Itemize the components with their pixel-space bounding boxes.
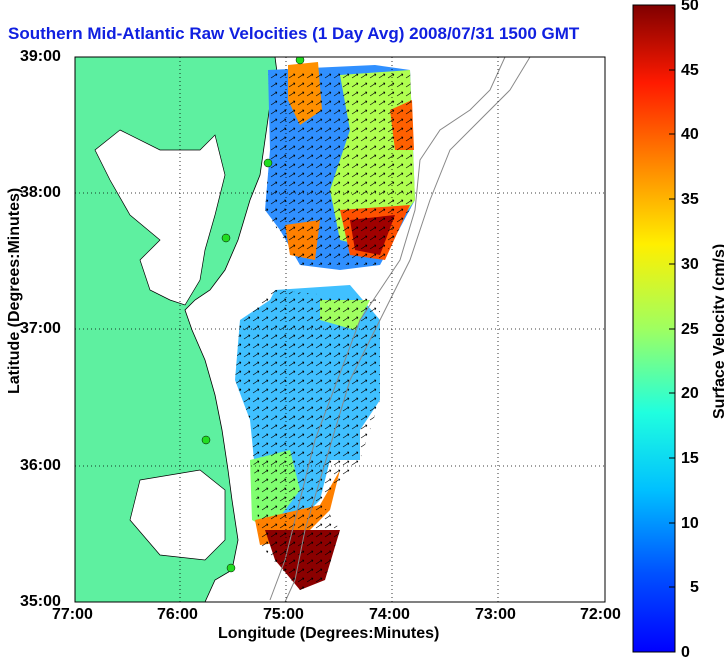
sound-water (129, 469, 226, 561)
x-tick-label: 73:00 (475, 606, 516, 623)
x-tick-label: 76:00 (157, 606, 198, 623)
colorbar-tick-label: 35 (681, 191, 699, 208)
station-marker (226, 563, 236, 573)
grid-lines (75, 57, 605, 602)
x-tick-label: 72:00 (580, 606, 621, 623)
plot-frame (74, 56, 606, 603)
x-axis-label: Longitude (Degrees:Minutes) (218, 625, 440, 642)
colorbar-label: Surface Velocity (cm/s) (711, 243, 724, 419)
x-tick-label: 74:00 (369, 606, 410, 623)
colorbar-ticks (669, 4, 675, 588)
colorbar-tick-label: 40 (681, 126, 699, 143)
colorbar-tick-label: 0 (681, 644, 690, 661)
bathymetry-contour (284, 57, 531, 602)
colorbar-tick-label: 50 (681, 0, 699, 14)
station-marker (221, 233, 231, 243)
velocity-field (235, 62, 415, 590)
chesapeake-bay (94, 129, 226, 306)
colorbar-tick-label: 10 (681, 515, 699, 532)
x-tick-label: 75:00 (263, 606, 304, 623)
y-tick-label: 39:00 (20, 48, 61, 65)
colorbar-tick-label: 15 (681, 450, 699, 467)
bathymetry-contour (269, 57, 506, 601)
y-tick-label: 38:00 (20, 184, 61, 201)
y-tick-label: 37:00 (20, 320, 61, 337)
colorbar (632, 4, 676, 653)
y-tick-label: 35:00 (20, 593, 61, 610)
station-marker (263, 158, 273, 168)
station-marker (201, 435, 211, 445)
colorbar-tick-label: 45 (681, 62, 699, 79)
colorbar-tick-label: 25 (681, 321, 699, 338)
y-axis-label: Latitude (Degrees:Minutes) (6, 187, 23, 394)
y-tick-label: 36:00 (20, 457, 61, 474)
colorbar-tick-label: 20 (681, 385, 699, 402)
map-title: Southern Mid-Atlantic Raw Velocities (1 … (8, 24, 580, 43)
plot-area (75, 57, 605, 602)
coastline (184, 57, 279, 602)
x-tick-label: 77:00 (52, 606, 93, 623)
colorbar-tick-label: 30 (681, 256, 699, 273)
station-marker (295, 57, 305, 65)
colorbar-tick-label: 5 (690, 579, 699, 596)
